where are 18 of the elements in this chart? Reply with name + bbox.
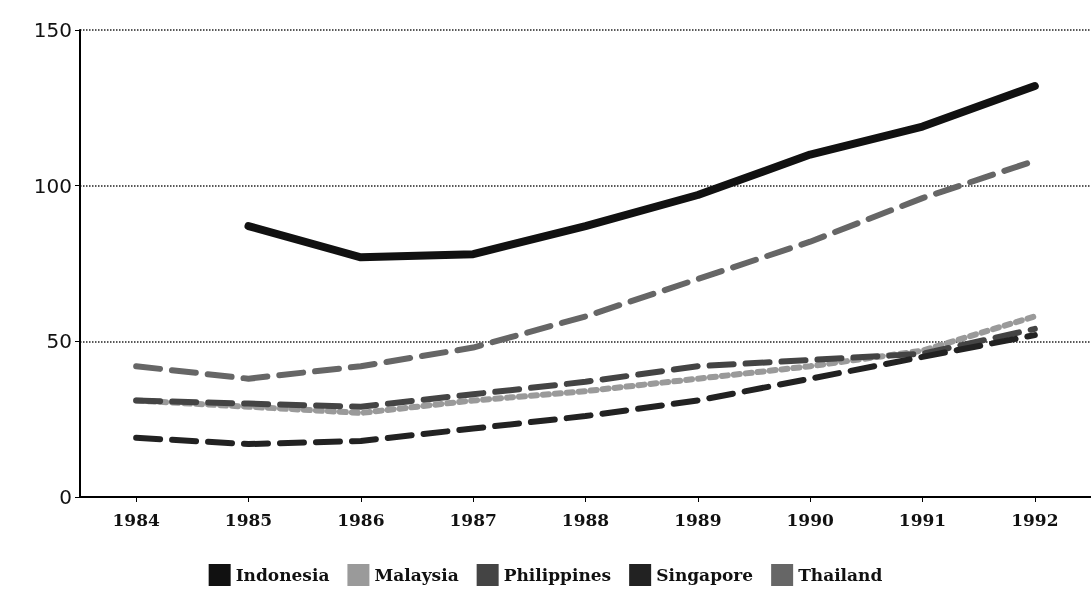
x-tick-label: 1991: [898, 509, 947, 530]
legend-label: Indonesia: [235, 565, 330, 585]
x-tick-label: 1988: [561, 509, 610, 530]
x-tick-label: 1986: [337, 509, 385, 530]
x-tick-label: 1985: [224, 509, 273, 530]
y-tick-label: 150: [33, 18, 72, 42]
y-tick-label: 100: [33, 173, 72, 198]
x-tick-label: 1992: [1011, 509, 1059, 530]
x-tick-label: 1984: [112, 509, 160, 530]
legend-label: Malaysia: [374, 565, 459, 585]
legend-label: Singapore: [656, 565, 754, 585]
y-tick-label: 50: [46, 329, 72, 354]
legend-label: Philippines: [503, 565, 612, 585]
x-tick-label: 1987: [449, 509, 497, 530]
legend-label: Thailand: [798, 565, 883, 585]
y-tick-label: 0: [59, 485, 72, 509]
x-tick-label: 1989: [674, 509, 722, 530]
x-tick-label: 1990: [786, 509, 834, 530]
